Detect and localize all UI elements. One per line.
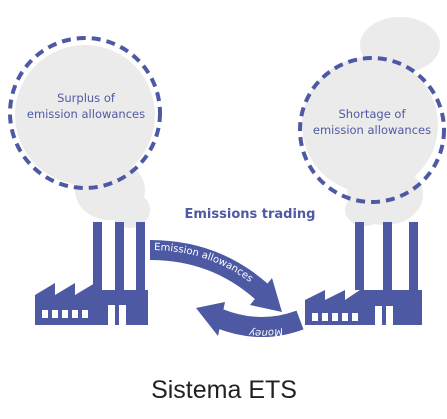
arrow-text-path: Money <box>247 325 283 338</box>
circle-text: emission allowances <box>27 107 145 121</box>
surplus-circle <box>8 36 162 190</box>
factory-left <box>35 222 148 325</box>
shortage-circle <box>298 56 446 204</box>
arrow-money <box>196 302 304 337</box>
center-label: Emissions trading <box>185 207 316 222</box>
circle-text: emission allowances <box>313 123 431 137</box>
circle-text: Shortage of <box>338 107 406 121</box>
arrow-allowances <box>149 240 282 312</box>
caption: Sistema ETS <box>151 376 297 404</box>
circle-text: Surplus of <box>57 91 116 105</box>
arrow-text: Money <box>247 325 283 338</box>
factory-right <box>305 222 422 325</box>
